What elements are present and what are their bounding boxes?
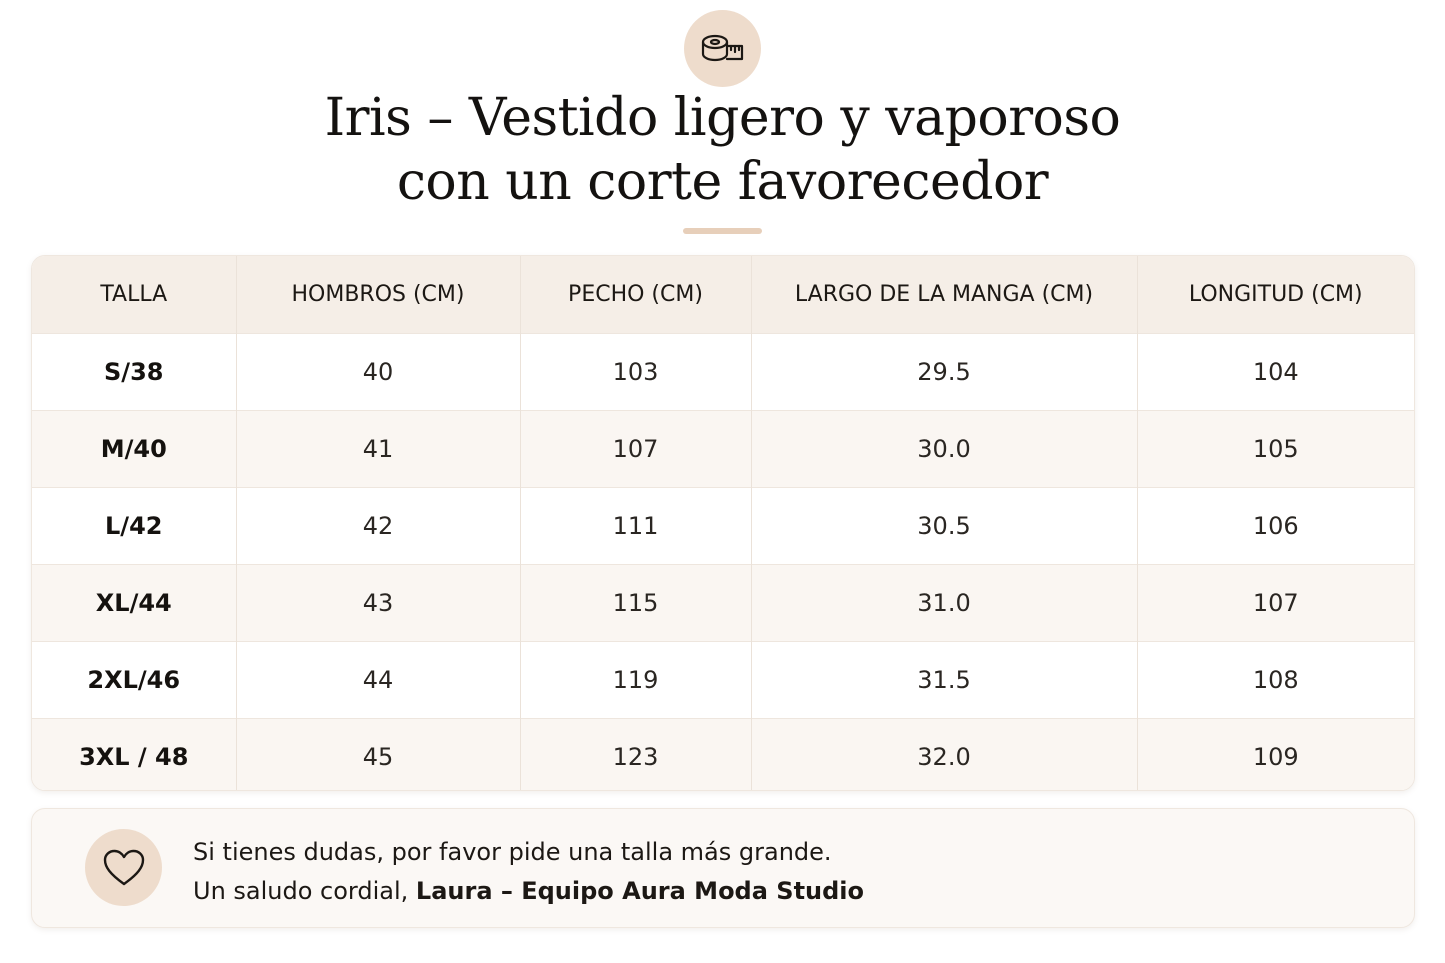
table-cell: 107 xyxy=(1137,564,1414,642)
table-row: S/38 40 103 29.5 104 xyxy=(32,333,1414,411)
table-cell: 29.5 xyxy=(751,333,1138,411)
table-cell: 111 xyxy=(520,487,752,565)
column-header-hombros: HOMBROS (CM) xyxy=(236,256,521,334)
table-row: XL/44 43 115 31.0 107 xyxy=(32,564,1414,642)
size-cell: S/38 xyxy=(32,333,237,411)
table-cell: 103 xyxy=(520,333,752,411)
advice-line: Si tienes dudas, por favor pide una tall… xyxy=(193,838,832,866)
column-header-largo-manga: LARGO DE LA MANGA (CM) xyxy=(751,256,1138,334)
heart-icon xyxy=(103,849,144,885)
table-cell: 119 xyxy=(520,641,752,719)
size-cell: 2XL/46 xyxy=(32,641,237,719)
column-header-pecho: PECHO (CM) xyxy=(520,256,752,334)
table-cell: 32.0 xyxy=(751,718,1138,790)
table-cell: 30.0 xyxy=(751,410,1138,488)
heart-badge xyxy=(85,829,162,906)
greeting-text: Un saludo cordial, xyxy=(193,877,416,905)
table-cell: 106 xyxy=(1137,487,1414,565)
table-header-row: TALLA HOMBROS (CM) PECHO (CM) LARGO DE L… xyxy=(32,256,1414,334)
title-line-1: Iris – Vestido ligero y vaporoso xyxy=(324,88,1121,148)
size-chart-table: TALLA HOMBROS (CM) PECHO (CM) LARGO DE L… xyxy=(32,256,1414,790)
column-header-talla: TALLA xyxy=(32,256,237,334)
page-title: Iris – Vestido ligero y vaporoso con un … xyxy=(0,86,1445,214)
table-cell: 41 xyxy=(236,410,521,488)
table-row: 3XL / 48 45 123 32.0 109 xyxy=(32,718,1414,790)
tape-measure-badge xyxy=(684,10,761,87)
table-cell: 104 xyxy=(1137,333,1414,411)
size-cell: M/40 xyxy=(32,410,237,488)
tape-measure-icon xyxy=(701,34,743,61)
title-divider xyxy=(683,228,762,234)
table-cell: 107 xyxy=(520,410,752,488)
table-cell: 31.0 xyxy=(751,564,1138,642)
table-cell: 109 xyxy=(1137,718,1414,790)
advice-note-card: Si tienes dudas, por favor pide una tall… xyxy=(31,808,1415,928)
size-cell: 3XL / 48 xyxy=(32,718,237,790)
table-cell: 115 xyxy=(520,564,752,642)
advice-note-text: Si tienes dudas, por favor pide una tall… xyxy=(193,833,864,911)
table-row: L/42 42 111 30.5 106 xyxy=(32,487,1414,565)
size-cell: L/42 xyxy=(32,487,237,565)
signature-line: Un saludo cordial, Laura – Equipo Aura M… xyxy=(193,872,864,911)
table-cell: 45 xyxy=(236,718,521,790)
table-row: M/40 41 107 30.0 105 xyxy=(32,410,1414,488)
table-cell: 105 xyxy=(1137,410,1414,488)
signature-name: Laura – Equipo Aura Moda Studio xyxy=(415,877,865,905)
table-cell: 108 xyxy=(1137,641,1414,719)
size-cell: XL/44 xyxy=(32,564,237,642)
size-chart-card: TALLA HOMBROS (CM) PECHO (CM) LARGO DE L… xyxy=(31,255,1415,791)
table-cell: 44 xyxy=(236,641,521,719)
table-cell: 43 xyxy=(236,564,521,642)
table-cell: 40 xyxy=(236,333,521,411)
title-line-2: con un corte favorecedor xyxy=(396,152,1049,212)
table-cell: 123 xyxy=(520,718,752,790)
column-header-longitud: LONGITUD (CM) xyxy=(1137,256,1414,334)
table-row: 2XL/46 44 119 31.5 108 xyxy=(32,641,1414,719)
table-cell: 42 xyxy=(236,487,521,565)
table-cell: 30.5 xyxy=(751,487,1138,565)
table-cell: 31.5 xyxy=(751,641,1138,719)
